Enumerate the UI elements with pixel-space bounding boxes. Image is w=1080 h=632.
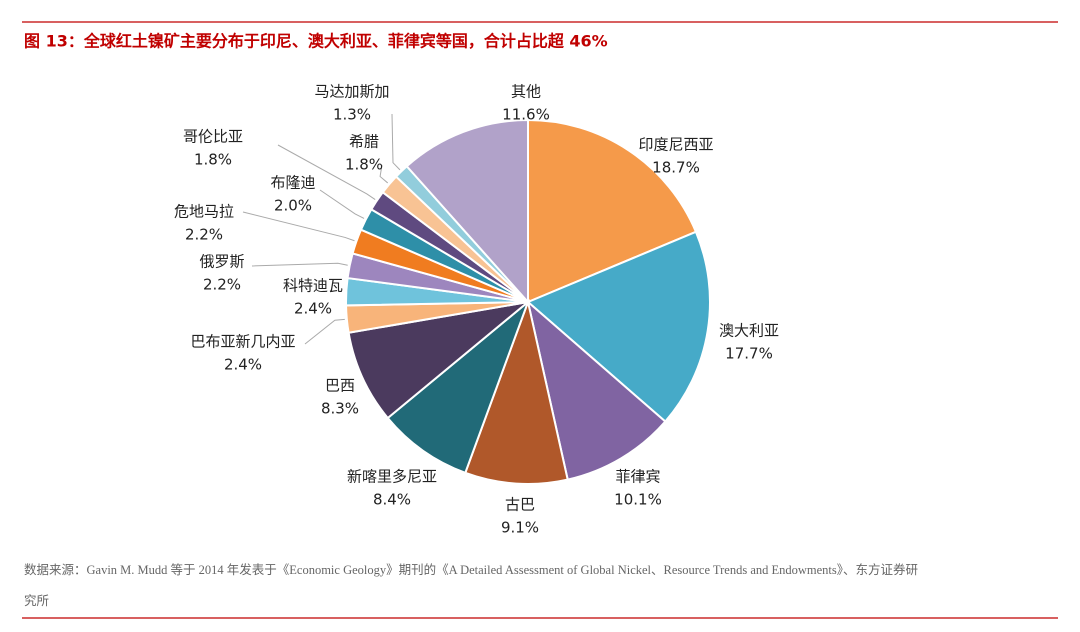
slice-value: 10.1%: [614, 491, 662, 509]
pie-slice: [347, 300, 532, 420]
slice-label: 危地马拉: [174, 203, 234, 221]
slice-label: 菲律宾: [615, 468, 660, 486]
pie-slice: [405, 118, 529, 305]
pie-slice: [526, 230, 711, 423]
pie-slice: [463, 298, 569, 485]
leader-line: [391, 113, 401, 171]
slice-label: 科特迪瓦: [283, 277, 343, 295]
slice-value: 17.7%: [725, 345, 773, 363]
pie-slice: [386, 298, 531, 475]
slice-value: 2.2%: [203, 276, 241, 294]
leader-line: [379, 164, 389, 184]
slice-label: 哥伦比亚: [183, 128, 243, 146]
source: 究所: [24, 593, 49, 608]
slice-value: 8.4%: [373, 491, 411, 509]
leader-line: [242, 211, 355, 242]
source: 数据来源：Gavin M. Mudd 等于 2014 年发表于《Economic…: [24, 562, 918, 577]
slice-label: 新喀里多尼亚: [347, 468, 437, 486]
slice-label: 巴布亚新几内亚: [190, 333, 295, 351]
slice-label: 俄罗斯: [199, 253, 244, 271]
slice-value: 18.7%: [652, 159, 700, 177]
slice-value: 2.4%: [294, 300, 332, 318]
slice-label: 其他: [511, 83, 541, 101]
slice-label: 希腊: [349, 133, 379, 151]
slice-value: 1.8%: [345, 156, 383, 174]
slice-label: 马达加斯加: [314, 83, 389, 101]
slice-value: 2.4%: [224, 356, 262, 374]
chart-title: 图 13：全球红土镍矿主要分布于印尼、澳大利亚、菲律宾等国，合计占比超 46%: [24, 32, 608, 51]
slice-value: 11.6%: [502, 106, 550, 124]
slice-value: 1.3%: [333, 106, 371, 124]
slice-value: 2.2%: [185, 226, 223, 244]
slice-value: 8.3%: [321, 400, 359, 418]
leader-line: [319, 189, 365, 219]
slice-value: 2.0%: [274, 197, 312, 215]
slice-label: 巴西: [325, 377, 355, 395]
leader-line: [304, 318, 345, 345]
slice-label: 印度尼西亚: [638, 136, 713, 154]
slice-label: 古巴: [505, 496, 535, 514]
slice-label: 布隆迪: [270, 174, 315, 192]
slice-value: 1.8%: [194, 151, 232, 169]
slice-label: 澳大利亚: [719, 322, 779, 340]
leader-line: [277, 144, 376, 200]
pie-slice: [527, 118, 698, 304]
leader-line: [251, 262, 348, 267]
pie-slice: [526, 299, 667, 481]
slice-value: 9.1%: [501, 519, 539, 537]
